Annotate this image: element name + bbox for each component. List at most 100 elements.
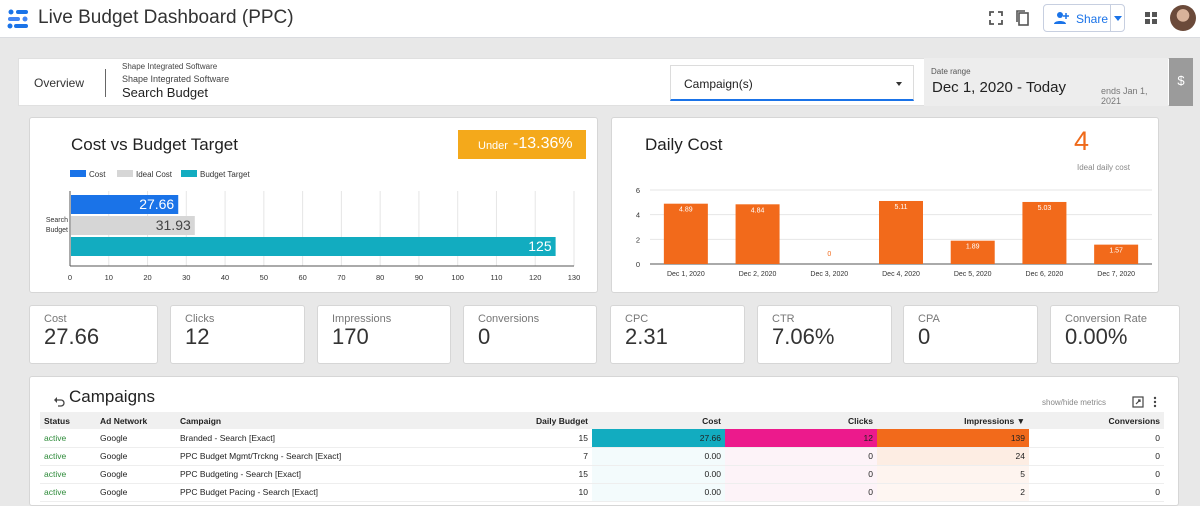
account-sub: Shape Integrated Software [122, 74, 230, 84]
table-row[interactable]: active Google Branded - Search [Exact] 15 27… [40, 429, 1164, 448]
apps-grid-icon[interactable] [1141, 8, 1161, 28]
top-bar: Live Budget Dashboard (PPC) Share [0, 0, 1200, 38]
table-row[interactable]: active Google PPC Budget Pacing - Search [… [40, 483, 1164, 502]
table-header-row: Status Ad Network Campaign Daily Budget … [40, 412, 1164, 429]
col-impressions[interactable]: Impressions ▼ [877, 412, 1029, 429]
x-tick-label: Dec 7, 2020 [1097, 271, 1135, 278]
col-clicks[interactable]: Clicks [725, 412, 877, 429]
kpi-value: 0 [478, 324, 491, 349]
bar-value-label: 5.11 [894, 204, 907, 211]
kpi-card: Impressions 170 [317, 305, 451, 364]
cost-vs-budget-title: Cost vs Budget Target [71, 135, 238, 154]
kpi-value: 12 [185, 324, 210, 349]
divider [105, 69, 106, 97]
cell-status: active [40, 483, 96, 502]
cell-impressions: 139 [877, 429, 1029, 448]
col-status[interactable]: Status [40, 412, 96, 429]
kpi-label: Conversions [478, 313, 540, 325]
badge-value: -13.36% [513, 135, 573, 152]
kpi-card: Cost 27.66 [29, 305, 158, 364]
currency-tab[interactable]: $ [1169, 58, 1193, 106]
cell-campaign: PPC Budget Pacing - Search [Exact] [176, 483, 386, 502]
cell-ad-network: Google [96, 483, 176, 502]
cost-vs-budget-card: Cost vs Budget Target Under -13.36% Cost… [29, 117, 598, 293]
kpi-label: Conversion Rate [1065, 313, 1147, 325]
cell-impressions: 5 [877, 465, 1029, 484]
cell-campaign: PPC Budget Mgmt/Trckng - Search [Exact] [176, 447, 386, 466]
legend-label: Cost [89, 170, 106, 179]
kpi-card: Conversions 0 [463, 305, 597, 364]
x-tick-label: 30 [182, 273, 190, 282]
report-subtitle: Search Budget [122, 85, 209, 100]
bar [879, 200, 923, 264]
share-divider [1110, 5, 1111, 31]
col-conversions[interactable]: Conversions [1029, 412, 1164, 429]
cell-conversions: 0 [1029, 447, 1164, 466]
kpi-value: 0.00% [1065, 324, 1128, 349]
y-tick-label: 2 [636, 235, 640, 244]
app-title: Live Budget Dashboard (PPC) [38, 7, 294, 28]
cell-clicks: 0 [725, 483, 877, 502]
nav-overview[interactable]: Overview [34, 76, 85, 90]
report-header: Overview Shape Integrated Software Shape… [18, 58, 1193, 106]
cell-daily-budget: 10 [386, 483, 592, 502]
x-tick-label: 10 [105, 273, 113, 282]
table-row[interactable]: active Google PPC Budgeting - Search [Exac… [40, 465, 1164, 484]
kpi-label: CPC [625, 313, 649, 325]
fullscreen-icon[interactable] [986, 8, 1006, 28]
cell-daily-budget: 15 [386, 429, 592, 448]
date-range-control[interactable]: Date range Dec 1, 2020 - Today ends Jan … [924, 58, 1168, 106]
col-cost[interactable]: Cost [592, 412, 725, 429]
chevron-down-icon[interactable] [1114, 16, 1122, 21]
cell-clicks: 12 [725, 429, 877, 448]
x-tick-label: 50 [260, 273, 268, 282]
legend-swatch [181, 170, 197, 177]
under-budget-badge: Under -13.36% [458, 130, 586, 159]
campaigns-title: Campaigns [69, 387, 155, 406]
share-button[interactable]: Share [1043, 4, 1125, 32]
kpi-card: CPA 0 [903, 305, 1038, 364]
bar [1094, 244, 1139, 264]
category-label: Budget [46, 227, 68, 234]
cell-daily-budget: 15 [386, 465, 592, 484]
x-tick-label: 80 [376, 273, 384, 282]
x-tick-label: 100 [451, 273, 464, 282]
cell-impressions: 2 [877, 483, 1029, 502]
legend-label: Budget Target [200, 170, 250, 179]
share-label: Share [1076, 12, 1109, 26]
legend-swatch [70, 170, 86, 177]
col-ad-network[interactable]: Ad Network [96, 412, 176, 429]
cell-status: active [40, 429, 96, 448]
more-vert-icon[interactable] [1150, 396, 1160, 408]
col-campaign[interactable]: Campaign [176, 412, 386, 429]
daily-cost-title: Daily Cost [645, 135, 723, 154]
copy-icon[interactable] [1013, 8, 1033, 28]
bar [71, 195, 179, 214]
cell-ad-network: Google [96, 465, 176, 484]
col-daily-budget[interactable]: Daily Budget [386, 412, 592, 429]
kpi-label: Cost [44, 313, 67, 325]
table-row[interactable]: active Google PPC Budget Mgmt/Trckng - Sea… [40, 447, 1164, 466]
show-hide-metrics-link[interactable]: show/hide metrics [1042, 398, 1107, 407]
cell-campaign: PPC Budgeting - Search [Exact] [176, 465, 386, 484]
avatar[interactable] [1170, 5, 1196, 31]
bar-value-label: 1.57 [1109, 248, 1123, 255]
x-tick-label: Dec 6, 2020 [1026, 271, 1064, 278]
campaign-filter-select[interactable]: Campaign(s) [670, 65, 914, 101]
bar-value-label: 5.03 [1038, 205, 1052, 212]
campaigns-table: Status Ad Network Campaign Daily Budget … [40, 412, 1164, 502]
dropdown-caret-icon [896, 82, 902, 86]
undo-icon[interactable] [53, 396, 65, 408]
bar-value-label: 4.84 [751, 207, 765, 214]
x-tick-label: Dec 2, 2020 [739, 271, 777, 278]
x-tick-label: Dec 4, 2020 [882, 271, 920, 278]
daily-cost-chart: 0 2 4 6 4.89 Dec 1, 2020 4.84 Dec 2, 2020 0 Dec 3… [636, 186, 1152, 278]
x-tick-label: 130 [568, 273, 581, 282]
add-person-icon [1054, 12, 1069, 24]
bar-value-label: 125 [528, 238, 552, 254]
legend-swatch [117, 170, 133, 177]
kpi-value: 0 [918, 324, 931, 349]
data-studio-logo-icon [7, 9, 28, 29]
cell-cost: 27.66 [592, 429, 725, 448]
export-icon[interactable] [1132, 396, 1144, 408]
